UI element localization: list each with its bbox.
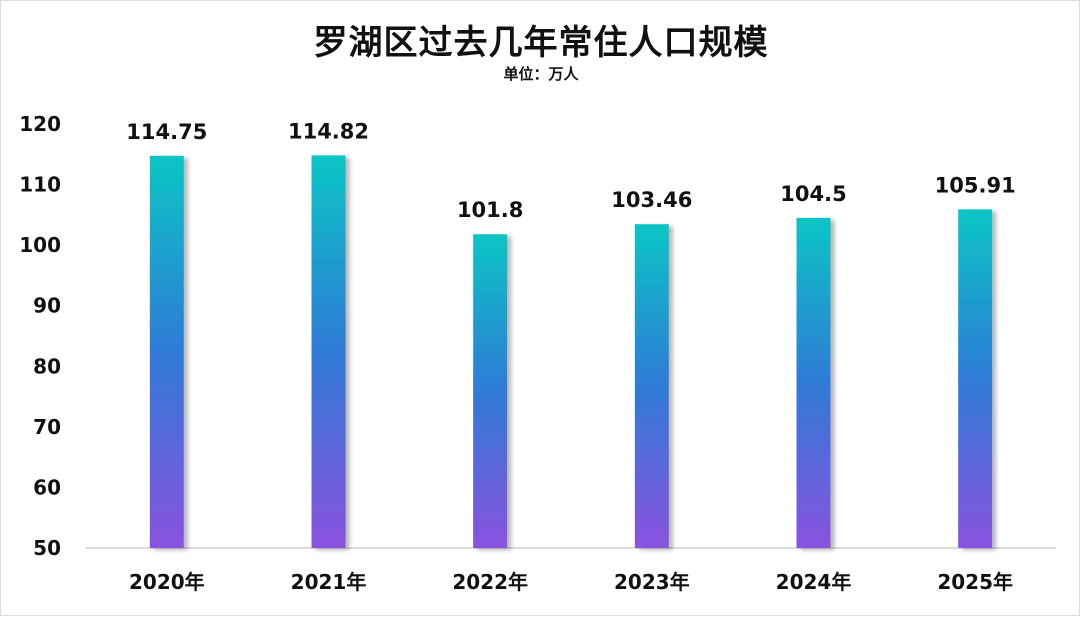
data-label: 103.46 xyxy=(611,188,692,212)
bar-2025年 xyxy=(958,209,993,548)
bar-2021年 xyxy=(311,155,346,548)
y-tick-label: 60 xyxy=(33,475,61,499)
data-label: 101.8 xyxy=(457,198,523,222)
data-label: 104.5 xyxy=(780,182,846,206)
x-category-label: 2025年 xyxy=(937,570,1013,594)
x-category-label: 2022年 xyxy=(452,570,528,594)
bar-2024年 xyxy=(796,217,831,548)
data-label: 105.91 xyxy=(935,173,1016,197)
y-tick-label: 70 xyxy=(33,415,61,439)
chart-title: 罗湖区过去几年常住人口规模 xyxy=(313,23,769,63)
data-label: 114.82 xyxy=(288,119,369,143)
x-category-label: 2024年 xyxy=(776,570,852,594)
bar-2022年 xyxy=(473,234,508,549)
y-tick-label: 100 xyxy=(19,233,61,257)
y-tick-label: 120 xyxy=(19,112,61,136)
data-label: 114.75 xyxy=(126,120,207,144)
x-category-label: 2021年 xyxy=(291,570,367,594)
bar-2020年 xyxy=(149,155,184,549)
y-tick-label: 80 xyxy=(33,354,61,378)
x-category-label: 2023年 xyxy=(614,570,690,594)
y-tick-label: 50 xyxy=(33,536,61,560)
y-tick-label: 90 xyxy=(33,294,61,318)
chart-subtitle: 单位：万人 xyxy=(503,65,579,83)
y-tick-label: 110 xyxy=(19,173,61,197)
bar-2023年 xyxy=(634,224,669,548)
x-category-label: 2020年 xyxy=(129,570,205,594)
